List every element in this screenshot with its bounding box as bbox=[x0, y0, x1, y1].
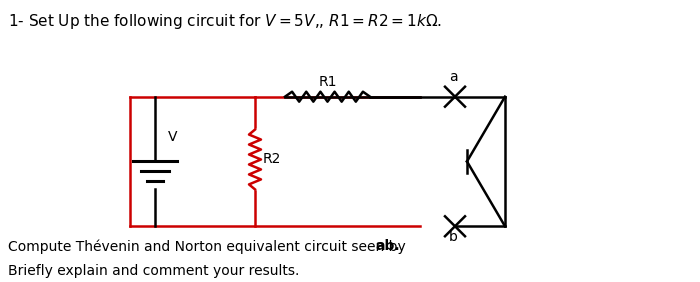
Text: b: b bbox=[449, 230, 457, 244]
Text: a: a bbox=[449, 70, 457, 84]
Text: ab.: ab. bbox=[375, 239, 400, 253]
Text: 1- Set Up the following circuit for $V = 5V$,, $R1 = R2 = 1k\Omega$.: 1- Set Up the following circuit for $V =… bbox=[8, 12, 442, 31]
Text: V: V bbox=[168, 129, 178, 144]
Text: R2: R2 bbox=[263, 153, 281, 166]
Text: Compute Thévenin and Norton equivalent circuit seen by: Compute Thévenin and Norton equivalent c… bbox=[8, 239, 410, 254]
Text: Briefly explain and comment your results.: Briefly explain and comment your results… bbox=[8, 264, 300, 278]
Text: R1: R1 bbox=[318, 75, 337, 89]
